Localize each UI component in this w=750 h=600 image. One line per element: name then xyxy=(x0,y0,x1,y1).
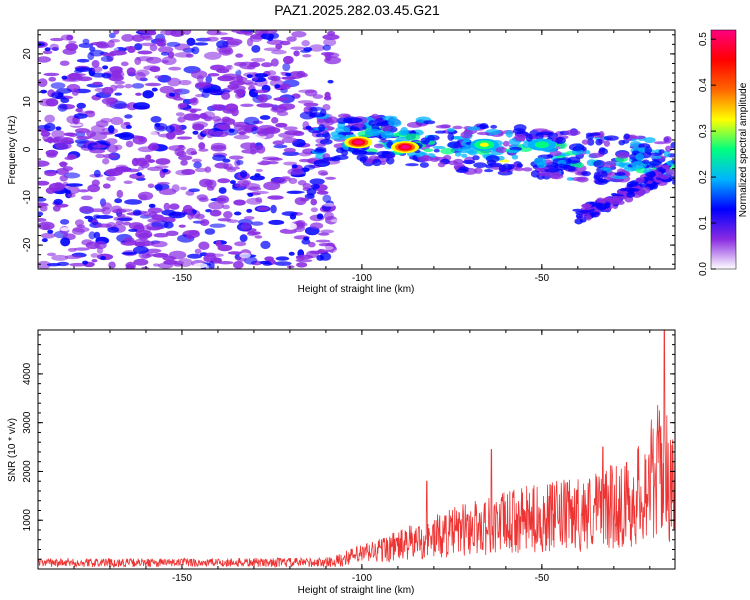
colorbar-tick-label: 0.3 xyxy=(698,124,709,138)
snr-series-line xyxy=(38,330,675,569)
spectrogram-xlabel: Height of straight line (km) xyxy=(298,284,415,295)
colorbar-tick-label: 0.5 xyxy=(698,32,709,46)
spectrogram-xtick-label: -150 xyxy=(172,273,192,284)
spectrogram-ytick-label: 20 xyxy=(22,48,33,60)
spectrogram-ytick-label: -10 xyxy=(22,190,33,205)
snr-ylabel: SNR (10 * v/v) xyxy=(7,418,18,482)
colorbar-axis: 0.0 0.1 0.2 0.3 0.4 0.5 xyxy=(698,32,716,276)
spectrogram-heatmap xyxy=(38,30,675,269)
snr-plot xyxy=(38,330,675,569)
snr-axes: -150 -100 -50 1000 2000 3000 4000 xyxy=(22,330,675,584)
snr-xtick-label: -150 xyxy=(172,573,192,584)
snr-ytick-label: 4000 xyxy=(22,362,33,385)
spectrogram-xtick-label: -100 xyxy=(352,273,372,284)
colorbar-tick-label: 0.0 xyxy=(698,262,709,276)
chart-title: PAZ1.2025.282.03.45.G21 xyxy=(274,2,440,18)
snr-xlabel: Height of straight line (km) xyxy=(298,585,415,596)
snr-frame xyxy=(37,329,676,570)
snr-xtick-label: -100 xyxy=(352,573,372,584)
spectrogram-ytick-label: 10 xyxy=(22,96,33,108)
spectrogram-ytick-label: 0 xyxy=(22,146,33,152)
snr-ytick-label: 2000 xyxy=(22,460,33,483)
colorbar-label: Normalized spectral amplitude xyxy=(738,82,749,217)
colorbar-tick-label: 0.2 xyxy=(698,170,709,184)
spectrogram-xtick-label: -50 xyxy=(535,273,550,284)
colorbar xyxy=(710,29,737,270)
colorbar-tick-label: 0.4 xyxy=(698,78,709,92)
spectrogram-ytick-label: -20 xyxy=(22,237,33,252)
snr-ytick-label: 3000 xyxy=(22,411,33,434)
spectrogram-ylabel: Frequency (Hz) xyxy=(7,116,18,185)
snr-ytick-label: 1000 xyxy=(22,509,33,532)
colorbar-tick-label: 0.1 xyxy=(698,216,709,230)
snr-xtick-label: -50 xyxy=(535,573,550,584)
